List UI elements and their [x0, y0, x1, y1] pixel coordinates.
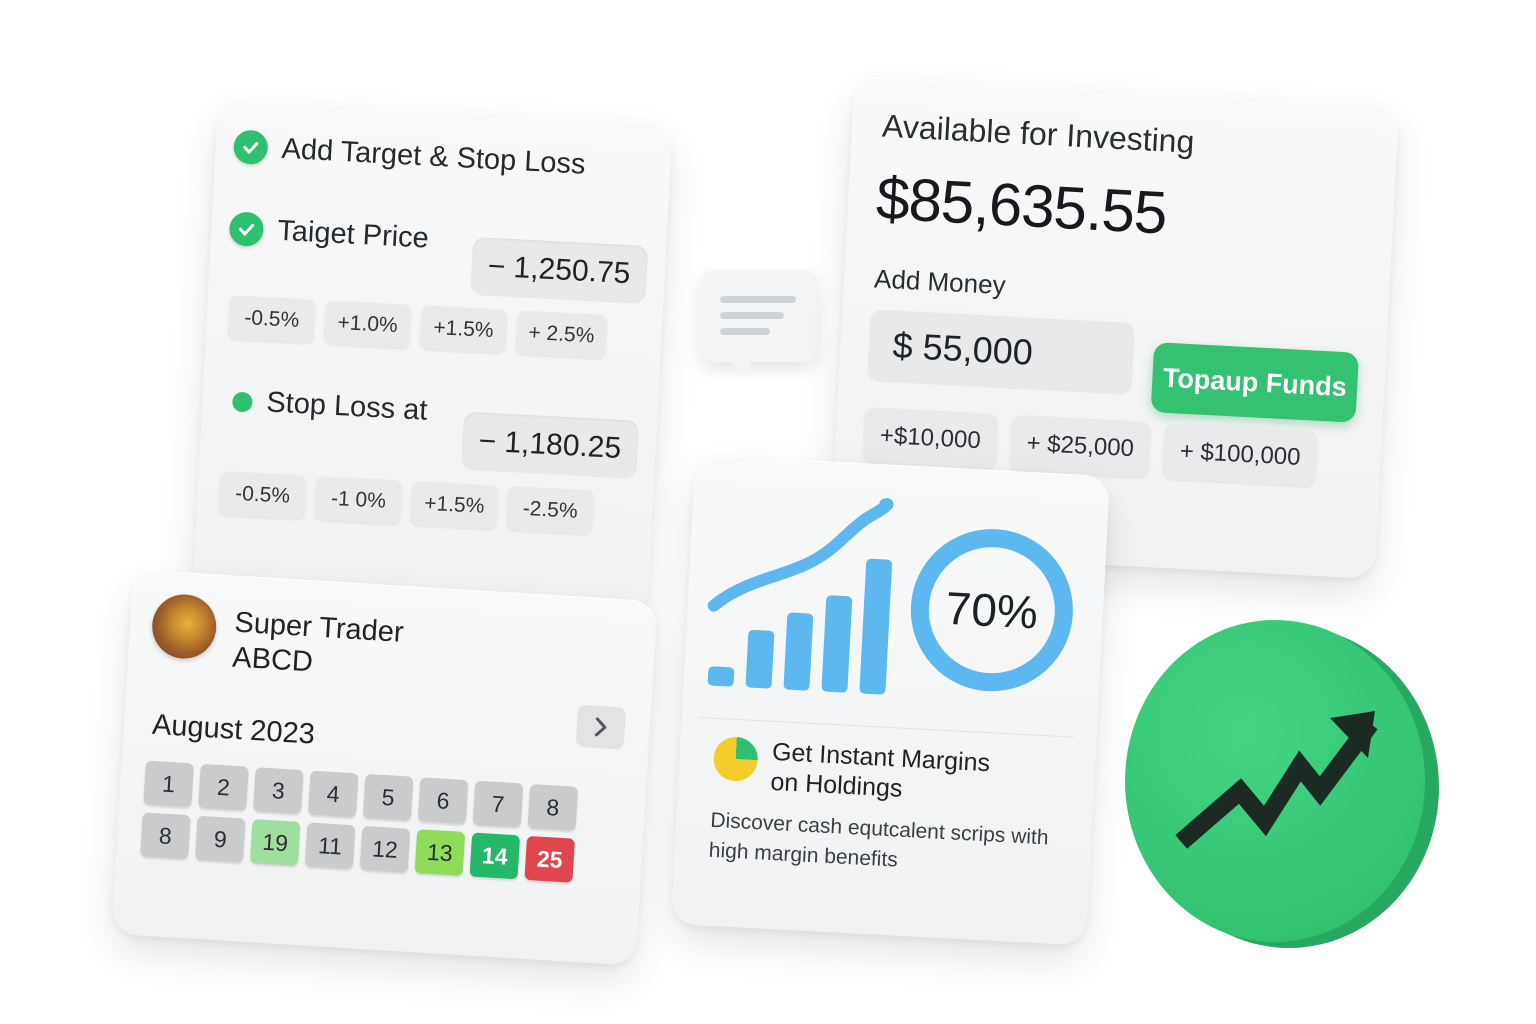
quick-amount-chip[interactable]: +$10,000: [862, 407, 999, 470]
target-chip[interactable]: +1.5%: [419, 305, 508, 354]
calendar-day[interactable]: 25: [524, 835, 576, 883]
add-target-label: Add Target & Stop Loss: [280, 132, 587, 181]
stop-loss-input[interactable]: − 1,180.25: [461, 411, 639, 479]
calendar-day[interactable]: 13: [414, 829, 466, 876]
percent-label: 70%: [945, 582, 1040, 639]
stop-chip[interactable]: -0.5%: [218, 471, 307, 520]
target-stoploss-card: Add Target & Stop Loss Taiget Price − 1,…: [192, 98, 673, 617]
target-percent-chips: -0.5% +1.0% +1.5% + 2.5%: [227, 295, 608, 360]
calendar-day[interactable]: 19: [249, 819, 301, 866]
chart-bar: [707, 666, 735, 687]
avatar: [150, 592, 219, 661]
chat-bubble-icon[interactable]: [700, 270, 818, 378]
calendar-day[interactable]: 9: [195, 815, 246, 863]
calendar-month: August 2023: [151, 708, 316, 751]
stop-loss-label: Stop Loss at: [265, 386, 429, 427]
quick-amount-chip[interactable]: + $100,000: [1162, 422, 1318, 487]
growth-chart: 70%: [707, 498, 1073, 695]
trending-up-badge: [1125, 620, 1440, 950]
percent-ring: 70%: [910, 529, 1073, 692]
available-amount: $85,635.55: [874, 164, 1169, 247]
calendar-day[interactable]: 8: [527, 783, 579, 831]
target-chip[interactable]: + 2.5%: [515, 310, 608, 360]
chart-bar: [783, 612, 814, 691]
chart-bar: [859, 558, 893, 695]
calendar-day[interactable]: 5: [362, 773, 414, 821]
chart-bar: [821, 595, 853, 693]
check-circle-icon[interactable]: [232, 129, 269, 166]
calendar-next-button[interactable]: [575, 704, 627, 750]
calendar-day[interactable]: 2: [198, 763, 249, 811]
calendar-day[interactable]: 3: [253, 767, 304, 814]
status-dot-icon: [231, 391, 253, 413]
calendar-day[interactable]: 11: [304, 822, 356, 870]
margin-card: 70% Get Instant Margins on Holdings Disc…: [670, 454, 1111, 946]
calendar-day[interactable]: 14: [469, 832, 521, 880]
trend-line: [707, 498, 894, 612]
target-price-label: Taiget Price: [276, 214, 430, 255]
margin-title: Get Instant Margins on Holdings: [770, 737, 991, 808]
calendar-day[interactable]: 4: [307, 770, 359, 818]
check-circle-icon[interactable]: [228, 211, 265, 247]
pie-chart-icon: [712, 735, 759, 783]
add-money-input[interactable]: $ 55,000: [866, 309, 1136, 395]
chart-bar: [745, 629, 775, 689]
calendar-day[interactable]: 8: [140, 812, 191, 860]
calendar-day[interactable]: 6: [417, 777, 469, 825]
trader-name: Super Trader ABCD: [231, 606, 404, 686]
target-price-row[interactable]: Taiget Price: [228, 211, 430, 255]
add-target-row[interactable]: Add Target & Stop Loss: [232, 129, 587, 181]
calendar-day[interactable]: 12: [359, 825, 411, 873]
stop-chip[interactable]: +1.5%: [410, 481, 499, 530]
calendar-grid: 1 2 3 4 5 6 7 8 8 9 19 11 12 13 14 25: [140, 760, 615, 885]
chevron-right-icon: [594, 717, 607, 737]
stop-percent-chips: -0.5% -1 0% +1.5% -2.5%: [218, 471, 595, 535]
calendar-day[interactable]: 7: [472, 780, 524, 828]
stop-loss-row[interactable]: Stop Loss at: [231, 385, 429, 428]
stop-chip[interactable]: -2.5%: [506, 486, 595, 535]
quick-amount-chip[interactable]: + $25,000: [1009, 414, 1152, 478]
margin-description: Discover cash equtcalent scrips with hig…: [708, 808, 1050, 873]
add-money-label: Add Money: [873, 263, 1007, 301]
target-chip[interactable]: +1.0%: [323, 300, 412, 349]
target-chip[interactable]: -0.5%: [227, 295, 316, 344]
available-title: Available for Investing: [881, 107, 1196, 160]
stop-chip[interactable]: -1 0%: [314, 476, 403, 525]
target-price-input[interactable]: − 1,250.75: [470, 236, 648, 305]
calendar-day[interactable]: 1: [143, 760, 194, 808]
topup-funds-button[interactable]: Topaup Funds: [1150, 342, 1360, 423]
trending-up-icon: [1175, 711, 1378, 849]
